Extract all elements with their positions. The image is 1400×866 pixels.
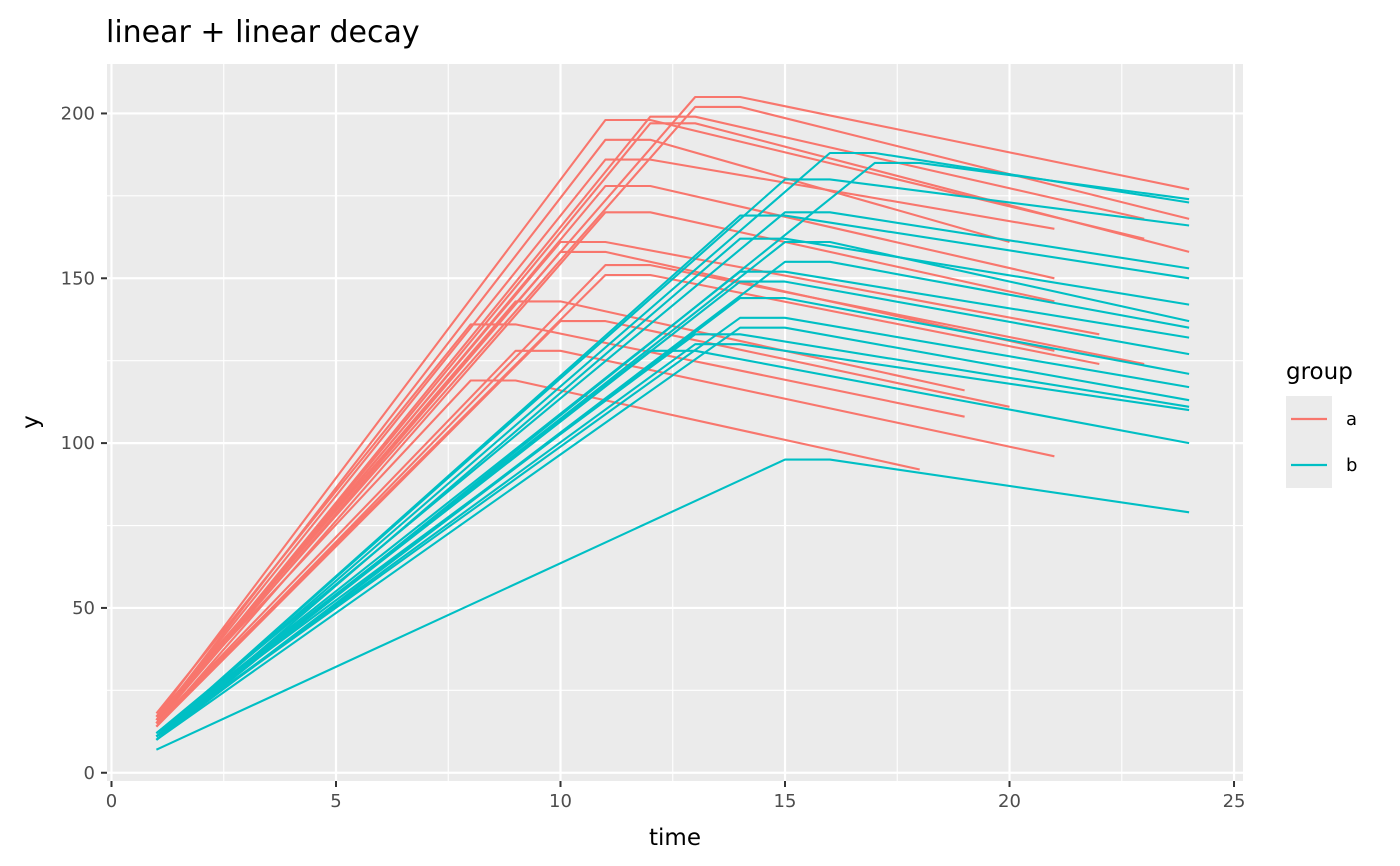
series-line-b [155,343,1190,738]
y-tick-label: 150 [61,268,95,289]
series-line-b [155,333,1190,735]
series-line-b [155,161,1190,741]
series-line-b [155,458,1190,751]
series-line-b [155,349,1190,735]
plot-panel [107,64,1243,781]
x-tick-label: 5 [330,791,341,812]
x-tick-label: 25 [1223,791,1246,812]
series-line-a [155,320,1010,728]
series-line-a [155,379,920,718]
series-line-a [155,122,1190,724]
legend-label-a: a [1346,409,1357,430]
x-tick-label: 0 [106,791,117,812]
series-line-a [155,300,965,721]
series-line-b [155,316,1190,738]
y-tick-labels: 0 50 100 150 200 [61,103,95,783]
axis-ticks [101,112,1236,787]
x-tick-label: 10 [549,791,572,812]
series-line-b [155,297,1190,741]
legend-keys: ab [1286,396,1357,488]
x-tick-label: 15 [774,791,797,812]
series-layer [155,95,1190,751]
x-tick-labels: 0 5 10 15 20 25 [106,791,1246,812]
series-line-b [155,214,1190,738]
chart-title: linear + linear decay [106,15,420,50]
series-line-b [155,178,1190,738]
series-line-a [155,118,1145,718]
series-line-b [155,270,1190,735]
series-line-a [155,273,1100,725]
series-line-a [155,115,1145,724]
y-tick-label: 100 [61,433,95,454]
grid-minor [107,64,1243,781]
y-tick-label: 200 [61,103,95,124]
legend: group ab [1286,359,1357,488]
series-line-a [155,211,1055,728]
series-line-a [155,105,1190,721]
legend-label-b: b [1346,455,1357,476]
y-axis-title: y [18,415,44,429]
series-line-a [155,264,1145,728]
series-line-b [155,326,1190,741]
legend-title: group [1286,359,1353,385]
series-line-b [155,211,1190,735]
grid-major [107,64,1243,781]
series-line-a [155,349,1055,725]
series-line-a [155,323,965,715]
series-line-a [155,158,1055,721]
series-line-b [155,280,1190,738]
series-line-b [155,237,1190,741]
y-tick-label: 0 [84,763,95,784]
x-tick-label: 20 [998,791,1021,812]
x-axis-title: time [649,825,701,851]
y-tick-label: 50 [72,598,95,619]
series-line-a [155,240,1100,721]
